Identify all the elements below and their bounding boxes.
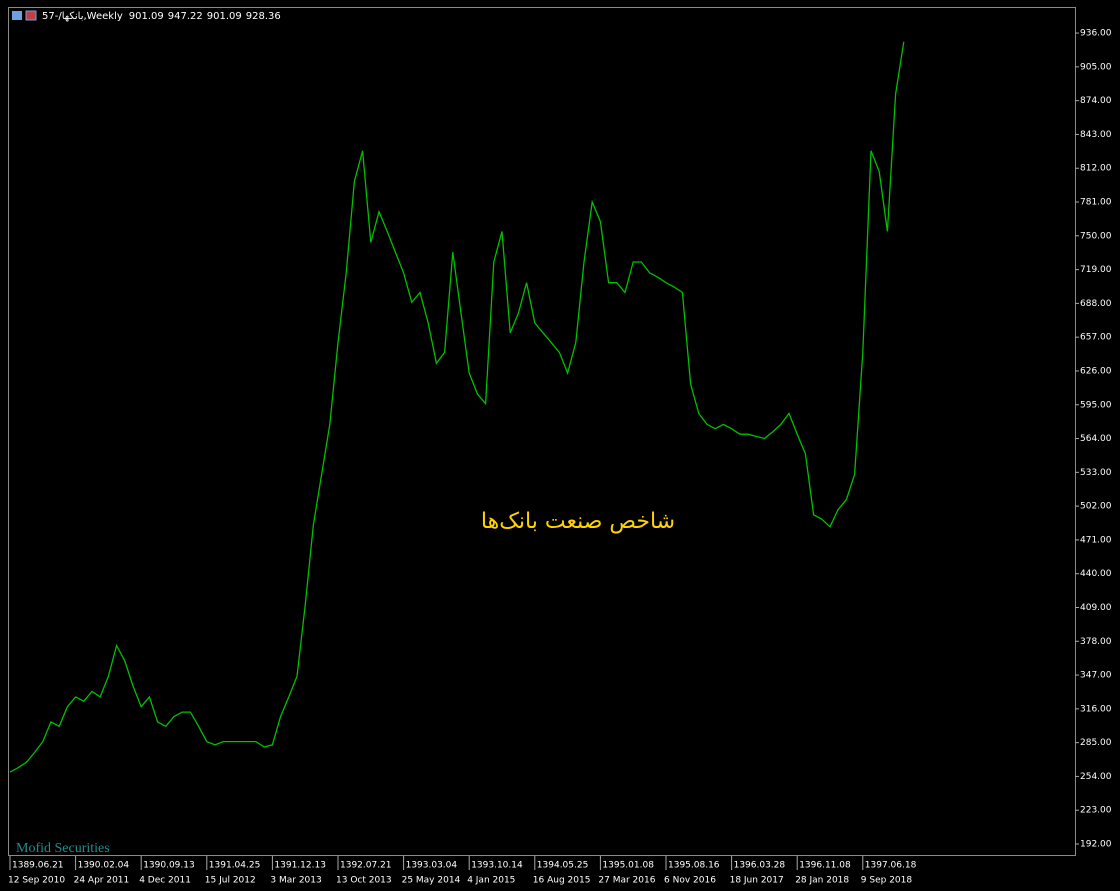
- x-tick-label-persian: 1393.03.04: [406, 861, 458, 871]
- y-tick-label: 564.00: [1080, 434, 1112, 444]
- close: 928.36: [246, 11, 281, 22]
- y-tick-label: 843.00: [1080, 130, 1112, 140]
- x-tick-label-persian: 1395.01.08: [602, 861, 654, 871]
- x-tick-label-persian: 1391.04.25: [209, 861, 261, 871]
- watermark: Mofid Securities: [16, 841, 110, 856]
- x-tick-label: 18 Jun 2017: [730, 876, 784, 886]
- x-tick-label: 6 Nov 2016: [664, 876, 716, 886]
- y-tick-label: 223.00: [1080, 806, 1112, 816]
- y-tick-label: 192.00: [1080, 840, 1112, 850]
- y-tick-label: 874.00: [1080, 96, 1112, 106]
- y-tick-label: 657.00: [1080, 333, 1112, 343]
- x-tick-label-persian: 1390.09.13: [143, 861, 195, 871]
- y-tick-label: 750.00: [1080, 231, 1112, 241]
- low: 901.09: [207, 11, 242, 22]
- x-tick-label: 15 Jul 2012: [205, 876, 256, 886]
- x-tick-label-persian: 1393.10.14: [471, 861, 523, 871]
- x-tick-label-persian: 1396.03.28: [734, 861, 786, 871]
- x-tick-label-persian: 1390.02.04: [78, 861, 130, 871]
- y-tick-label: 719.00: [1080, 265, 1112, 275]
- x-tick-label-persian: 1392.07.21: [340, 861, 392, 871]
- x-tick-label: 13 Oct 2013: [336, 876, 392, 886]
- symbol: 57-/بانکها,Weekly: [42, 11, 123, 22]
- x-tick-label: 12 Sep 2010: [8, 876, 65, 886]
- y-tick-label: 626.00: [1080, 366, 1112, 376]
- annotation: شاخص صنعت بانک‌ها: [481, 509, 675, 534]
- x-tick-label: 27 Mar 2016: [598, 876, 655, 886]
- y-tick-label: 533.00: [1080, 468, 1112, 478]
- price-line: [9, 41, 905, 773]
- y-tick-label: 905.00: [1080, 62, 1112, 72]
- x-tick-label-persian: 1395.08.16: [668, 861, 720, 871]
- icon: [25, 10, 37, 21]
- x-tick-label: 28 Jan 2018: [795, 876, 849, 886]
- y-tick-label: 688.00: [1080, 299, 1112, 309]
- x-tick-label: 25 May 2014: [402, 876, 461, 886]
- x-tick-label-persian: 1391.12.13: [274, 861, 326, 871]
- x-tick-label: 4 Dec 2011: [139, 876, 191, 886]
- y-tick-label: 409.00: [1080, 603, 1112, 613]
- x-tick-label-persian: 1394.05.25: [537, 861, 589, 871]
- open: 901.09: [129, 11, 164, 22]
- y-tick-label: 936.00: [1080, 29, 1112, 39]
- y-tick-label: 347.00: [1080, 671, 1112, 681]
- y-tick-label: 502.00: [1080, 502, 1112, 512]
- y-tick-label: 595.00: [1080, 400, 1112, 410]
- x-tick-label-persian: 1396.11.08: [799, 861, 851, 871]
- y-tick-label: 781.00: [1080, 198, 1112, 208]
- y-tick-label: 254.00: [1080, 772, 1112, 782]
- icon: [12, 11, 22, 20]
- y-tick-label: 471.00: [1080, 535, 1112, 545]
- x-tick-label: 3 Mar 2013: [270, 876, 321, 886]
- x-tick-label-persian: 1397.06.18: [865, 861, 917, 871]
- header: 57-/بانکها,Weekly 901.09 947.22 901.09 928.3…: [42, 11, 281, 22]
- x-tick-label: 24 Apr 2011: [74, 876, 130, 886]
- x-tick-label: 4 Jan 2015: [467, 876, 515, 886]
- x-tick-label: 16 Aug 2015: [533, 876, 591, 886]
- y-tick-label: 812.00: [1080, 164, 1112, 174]
- x-tick-label-persian: 1389.06.21: [12, 861, 64, 871]
- y-tick-label: 316.00: [1080, 704, 1112, 714]
- y-tick-label: 378.00: [1080, 637, 1112, 647]
- y-tick-label: 440.00: [1080, 569, 1112, 579]
- plot-frame: [8, 7, 1076, 856]
- high: 947.22: [168, 11, 203, 22]
- x-tick-label: 9 Sep 2018: [861, 876, 913, 886]
- y-tick-label: 285.00: [1080, 738, 1112, 748]
